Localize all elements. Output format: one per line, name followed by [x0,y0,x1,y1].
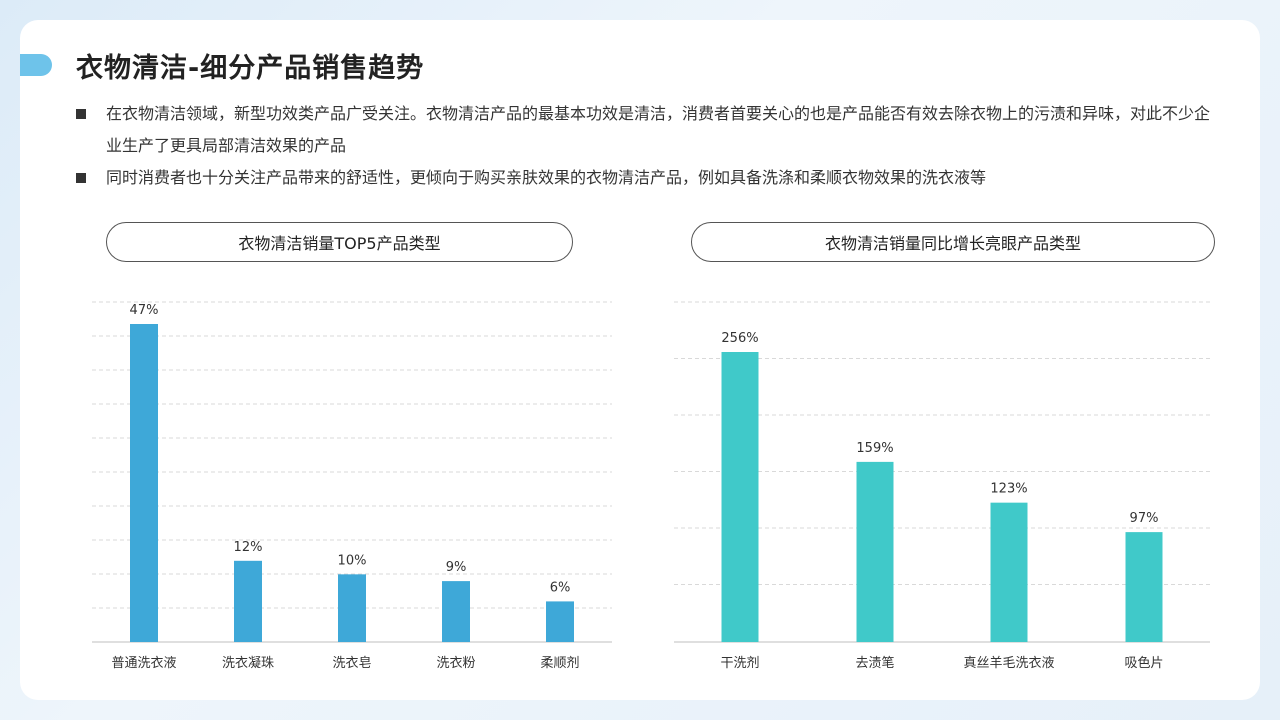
growth-bar-chart: 256% 干洗剂 159% 去渍笔 123% 真丝羊毛洗衣液 97% 吸色片 [674,301,1210,671]
bar [990,502,1028,642]
bullet-text: 在衣物清洁领域，新型功效类产品广受关注。衣物清洁产品的最基本功效是清洁，消费者首… [106,104,1211,155]
bar [234,560,262,642]
category-label: 普通洗衣液 [111,655,176,671]
bar [130,324,158,642]
data-label: 123% [990,482,1027,497]
right-chart-title: 衣物清洁销量同比增长亮眼产品类型 [691,222,1215,262]
square-bullet-icon [76,109,86,119]
data-label: 6% [550,580,571,595]
data-label: 12% [234,540,263,555]
category-label: 洗衣凝珠 [222,655,274,671]
bar [721,352,759,642]
data-label: 97% [1130,511,1159,526]
bullet-item: 在衣物清洁领域，新型功效类产品广受关注。衣物清洁产品的最基本功效是清洁，消费者首… [76,98,1216,162]
category-label: 真丝羊毛洗衣液 [963,655,1054,671]
bar [338,574,366,642]
category-label: 吸色片 [1124,655,1163,671]
square-bullet-icon [76,173,86,183]
data-label: 9% [446,560,467,575]
category-label: 洗衣皂 [332,655,371,671]
bullet-text: 同时消费者也十分关注产品带来的舒适性，更倾向于购买亲肤效果的衣物清洁产品，例如具… [106,168,987,187]
category-label: 洗衣粉 [436,655,475,671]
bar [546,601,574,642]
left-chart-title: 衣物清洁销量TOP5产品类型 [106,222,573,262]
category-label: 柔顺剂 [540,656,579,671]
category-label: 去渍笔 [855,655,894,671]
bar [442,581,470,642]
bar [856,461,894,642]
bar [1125,532,1163,642]
data-label: 47% [130,303,159,318]
page-title: 衣物清洁-细分产品销售趋势 [76,53,425,84]
top5-sales-bar-chart: 47% 普通洗衣液 12% 洗衣凝珠 10% 洗衣皂 9% 洗衣粉 6% 柔顺剂 [92,301,612,671]
bullet-list: 在衣物清洁领域，新型功效类产品广受关注。衣物清洁产品的最基本功效是清洁，消费者首… [76,98,1216,194]
title-accent-bar [20,54,52,76]
bullet-item: 同时消费者也十分关注产品带来的舒适性，更倾向于购买亲肤效果的衣物清洁产品，例如具… [76,162,1216,194]
data-label: 256% [721,331,758,346]
content-card [20,20,1260,700]
data-label: 10% [338,553,367,568]
data-label: 159% [856,441,893,456]
category-label: 干洗剂 [720,656,759,671]
